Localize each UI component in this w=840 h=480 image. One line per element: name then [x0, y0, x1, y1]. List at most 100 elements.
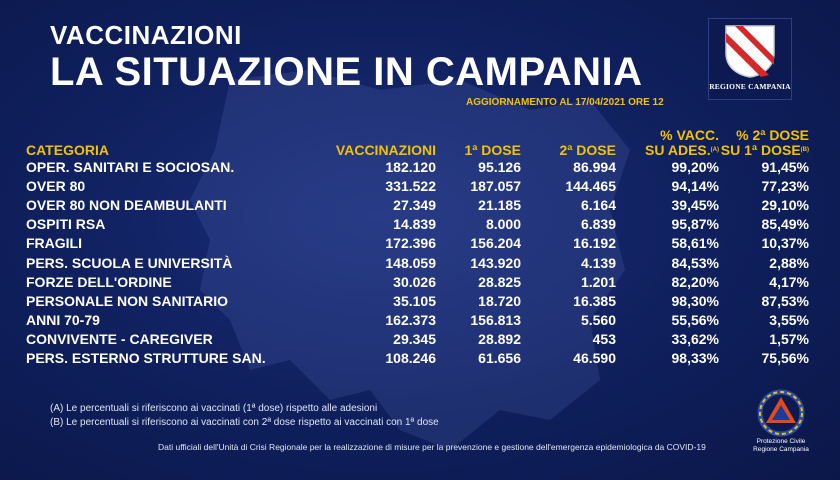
cell-pct-dose2: 91,45% [761, 159, 809, 176]
cell-pct-vacc: 82,20% [671, 273, 719, 290]
cell-pct-dose2: 2,88% [769, 254, 809, 271]
cell-pct-vacc: 33,62% [671, 330, 719, 347]
cell-dose2: 4.139 [580, 254, 616, 271]
cell-pct-dose2: 3,55% [769, 311, 809, 328]
footnotes: (A) Le percentuali si riferiscono ai vac… [50, 402, 439, 430]
header-pct-vacc: % VACC. SU ADES.(A) [645, 127, 719, 158]
cell-pct-dose2: 1,57% [769, 330, 809, 347]
update-timestamp: AGGIORNAMENTO AL 17/04/2021 ORE 12 [466, 97, 664, 108]
source-footer: Dati ufficiali dell'Unità di Crisi Regio… [158, 442, 706, 452]
cell-dose1: 156.813 [470, 311, 521, 328]
cell-pct-vacc: 58,61% [671, 235, 719, 252]
header-dose2: 2ª DOSE [559, 142, 616, 158]
cell-pct-vacc: 95,87% [671, 216, 719, 233]
cell-category: FORZE DELL'ORDINE [26, 273, 172, 290]
cell-vaccinations: 172.396 [385, 235, 436, 252]
table-row: OSPITI RSA 14.839 8.000 6.839 95,87% 85,49% [26, 215, 809, 234]
table-row: FORZE DELL'ORDINE 30.026 28.825 1.201 82,20%… [26, 273, 809, 292]
table-row: ANNI 70-79 162.373 156.813 5.560 55,56% 3,55% [26, 311, 809, 330]
table-row: OVER 80 NON DEAMBULANTI 27.349 21.185 6.164… [26, 196, 809, 215]
cell-pct-dose2: 85,49% [761, 216, 809, 233]
cell-category: OSPITI RSA [26, 216, 106, 233]
table-row: OVER 80 331.522 187.057 144.465 94,14% 77,23% [26, 177, 809, 196]
cell-vaccinations: 162.373 [385, 311, 436, 328]
cell-pct-vacc: 98,30% [671, 292, 719, 309]
pc-line1: Protezione Civile [756, 438, 806, 445]
cell-dose1: 61.656 [478, 349, 521, 366]
header-category: CATEGORIA [26, 142, 109, 158]
regione-campania-logo: REGIONE CAMPANIA [708, 18, 792, 100]
cell-vaccinations: 331.522 [385, 178, 436, 195]
table-row: PERSONALE NON SANITARIO 35.105 18.720 16.38… [26, 292, 809, 311]
table-row: CONVIVENTE - CAREGIVER 29.345 28.892 453 33,… [26, 330, 809, 349]
table-row: PERS. ESTERNO STRUTTURE SAN. 108.246 61.65… [26, 349, 809, 368]
cell-vaccinations: 182.120 [385, 159, 436, 176]
cell-dose2: 1.201 [580, 273, 616, 290]
cell-pct-dose2: 29,10% [761, 197, 809, 214]
header-pct-dose2: % 2ª DOSE SU 1ª DOSE(B) [720, 127, 809, 158]
cell-dose1: 21.185 [478, 197, 521, 214]
cell-vaccinations: 108.246 [385, 349, 436, 366]
cell-category: FRAGILI [26, 235, 82, 252]
note-a-marker: (A) [710, 147, 719, 153]
logo-caption: REGIONE CAMPANIA [709, 82, 791, 91]
header-vaccinations: VACCINAZIONI [335, 142, 436, 158]
cell-dose2: 144.465 [565, 178, 616, 195]
pc-line2: Regione Campania [753, 446, 809, 453]
cell-pct-dose2: 10,37% [761, 235, 809, 252]
cell-dose2: 16.192 [573, 235, 616, 252]
campania-map-watermark [190, 70, 630, 450]
cell-pct-vacc: 99,20% [671, 159, 719, 176]
coat-of-arms-icon [725, 25, 775, 78]
header-dose1: 1ª DOSE [464, 142, 521, 158]
protezione-civile-logo-icon [757, 389, 805, 437]
cell-category: OVER 80 [26, 178, 86, 195]
cell-vaccinations: 29.345 [393, 330, 436, 347]
cell-pct-dose2: 87,53% [761, 292, 809, 309]
cell-dose1: 187.057 [470, 178, 521, 195]
cell-category: PERSONALE NON SANITARIO [26, 292, 228, 309]
cell-dose1: 156.204 [470, 235, 521, 252]
cell-category: PERS. SCUOLA E UNIVERSITÀ [26, 254, 233, 271]
cell-dose2: 46.590 [573, 349, 616, 366]
cell-vaccinations: 148.059 [385, 254, 436, 271]
cell-dose1: 95.126 [478, 159, 521, 176]
cell-dose2: 5.560 [580, 311, 616, 328]
footnote-b: (B) Le percentuali si riferiscono ai vac… [50, 417, 439, 428]
cell-dose2: 6.164 [580, 197, 616, 214]
page-title: LA SITUAZIONE IN CAMPANIA [50, 50, 643, 94]
table-row: FRAGILI 172.396 156.204 16.192 58,61% 10,37% [26, 234, 809, 253]
cell-category: CONVIVENTE - CAREGIVER [26, 330, 213, 347]
cell-vaccinations: 27.349 [393, 197, 436, 214]
cell-category: ANNI 70-79 [26, 311, 100, 328]
cell-dose2: 86.994 [573, 159, 616, 176]
cell-vaccinations: 30.026 [393, 273, 436, 290]
cell-vaccinations: 35.105 [393, 292, 436, 309]
table-row: PERS. SCUOLA E UNIVERSITÀ 148.059 143.920 4… [26, 253, 809, 272]
cell-dose2: 6.839 [580, 216, 616, 233]
cell-dose1: 8.000 [485, 216, 521, 233]
cell-pct-vacc: 55,56% [671, 311, 719, 328]
cell-dose1: 143.920 [470, 254, 521, 271]
cell-vaccinations: 14.839 [393, 216, 436, 233]
cell-dose1: 18.720 [478, 292, 521, 309]
note-b-marker: (B) [800, 147, 809, 153]
cell-pct-vacc: 98,33% [671, 349, 719, 366]
cell-pct-dose2: 77,23% [761, 178, 809, 195]
table-header-row: CATEGORIA VACCINAZIONI 1ª DOSE 2ª DOSE %… [26, 124, 809, 158]
cell-category: PERS. ESTERNO STRUTTURE SAN. [26, 349, 266, 366]
footnote-a: (A) Le percentuali si riferiscono ai vac… [50, 403, 378, 414]
protezione-civile-caption: Protezione Civile Regione Campania [738, 438, 824, 454]
cell-pct-dose2: 4,17% [769, 273, 809, 290]
vaccination-table: CATEGORIA VACCINAZIONI 1ª DOSE 2ª DOSE %… [26, 124, 809, 368]
cell-dose2: 16.385 [573, 292, 616, 309]
cell-dose1: 28.892 [478, 330, 521, 347]
cell-pct-vacc: 39,45% [671, 197, 719, 214]
cell-category: OVER 80 NON DEAMBULANTI [26, 197, 227, 214]
cell-pct-vacc: 94,14% [671, 178, 719, 195]
table-row: OPER. SANITARI E SOCIOSAN. 182.120 95.126 8… [26, 158, 809, 177]
cell-category: OPER. SANITARI E SOCIOSAN. [26, 159, 235, 176]
cell-pct-dose2: 75,56% [761, 349, 809, 366]
kicker-title: VACCINAZIONI [50, 20, 242, 50]
